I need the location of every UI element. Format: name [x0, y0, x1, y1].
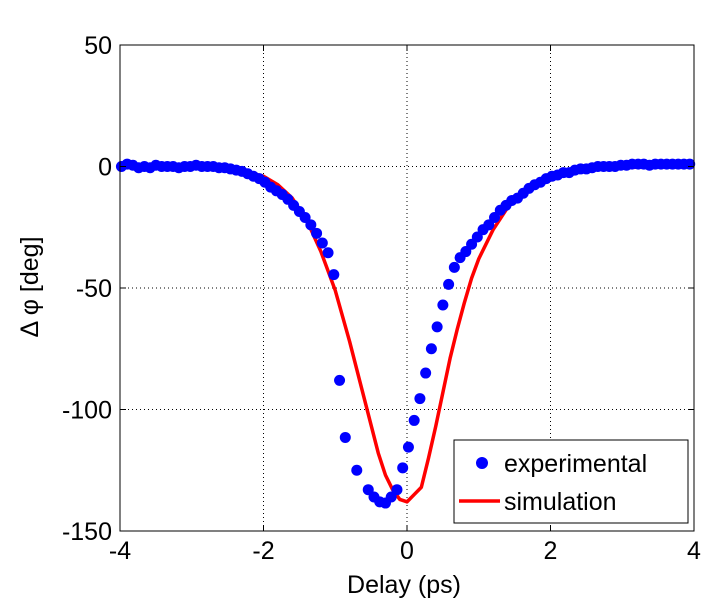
- x-tick-label: -2: [252, 537, 274, 565]
- x-tick-label: 2: [544, 537, 558, 565]
- experimental-point: [316, 237, 328, 249]
- experimental-point: [443, 278, 455, 290]
- experimental-point: [311, 227, 323, 239]
- y-tick-label: -50: [76, 275, 112, 303]
- experimental-point: [397, 462, 409, 474]
- experimental-point: [339, 431, 351, 443]
- series-layer: [115, 158, 696, 509]
- experimental-point: [391, 484, 403, 496]
- legend-box: [453, 439, 689, 524]
- x-tick-label: -4: [109, 537, 131, 565]
- experimental-point: [420, 367, 432, 379]
- y-axis-label: Δ φ [deg]: [16, 236, 44, 337]
- x-tick-label: 4: [687, 537, 701, 565]
- legend-label-simulation: simulation: [504, 488, 617, 516]
- experimental-point: [408, 414, 420, 426]
- experimental-point: [334, 374, 346, 386]
- y-tick-label: 0: [98, 154, 112, 182]
- experimental-point: [402, 441, 414, 453]
- experimental-point: [448, 261, 460, 273]
- x-tick-label: 0: [400, 537, 414, 565]
- x-axis-label: Delay (ps): [347, 571, 461, 599]
- experimental-point: [322, 247, 334, 259]
- y-tick-label: 50: [84, 32, 112, 60]
- experimental-point: [351, 464, 363, 476]
- legend-label-experimental: experimental: [504, 450, 647, 478]
- experimental-point: [328, 269, 340, 281]
- ticks: [119, 44, 695, 532]
- experimental-point: [425, 343, 437, 355]
- y-tick-label: -150: [62, 518, 112, 546]
- y-tick-label: -100: [62, 397, 112, 425]
- experimental-point: [431, 321, 443, 333]
- legend-marker-experimental: [476, 457, 488, 469]
- legend: experimental simulation: [453, 439, 689, 524]
- experimental-point: [305, 219, 317, 231]
- tick-labels: -4 -2 0 2 4 50 0 -50 -100 -150: [62, 32, 701, 565]
- experimental-point: [414, 393, 426, 405]
- experimental-point: [437, 299, 449, 311]
